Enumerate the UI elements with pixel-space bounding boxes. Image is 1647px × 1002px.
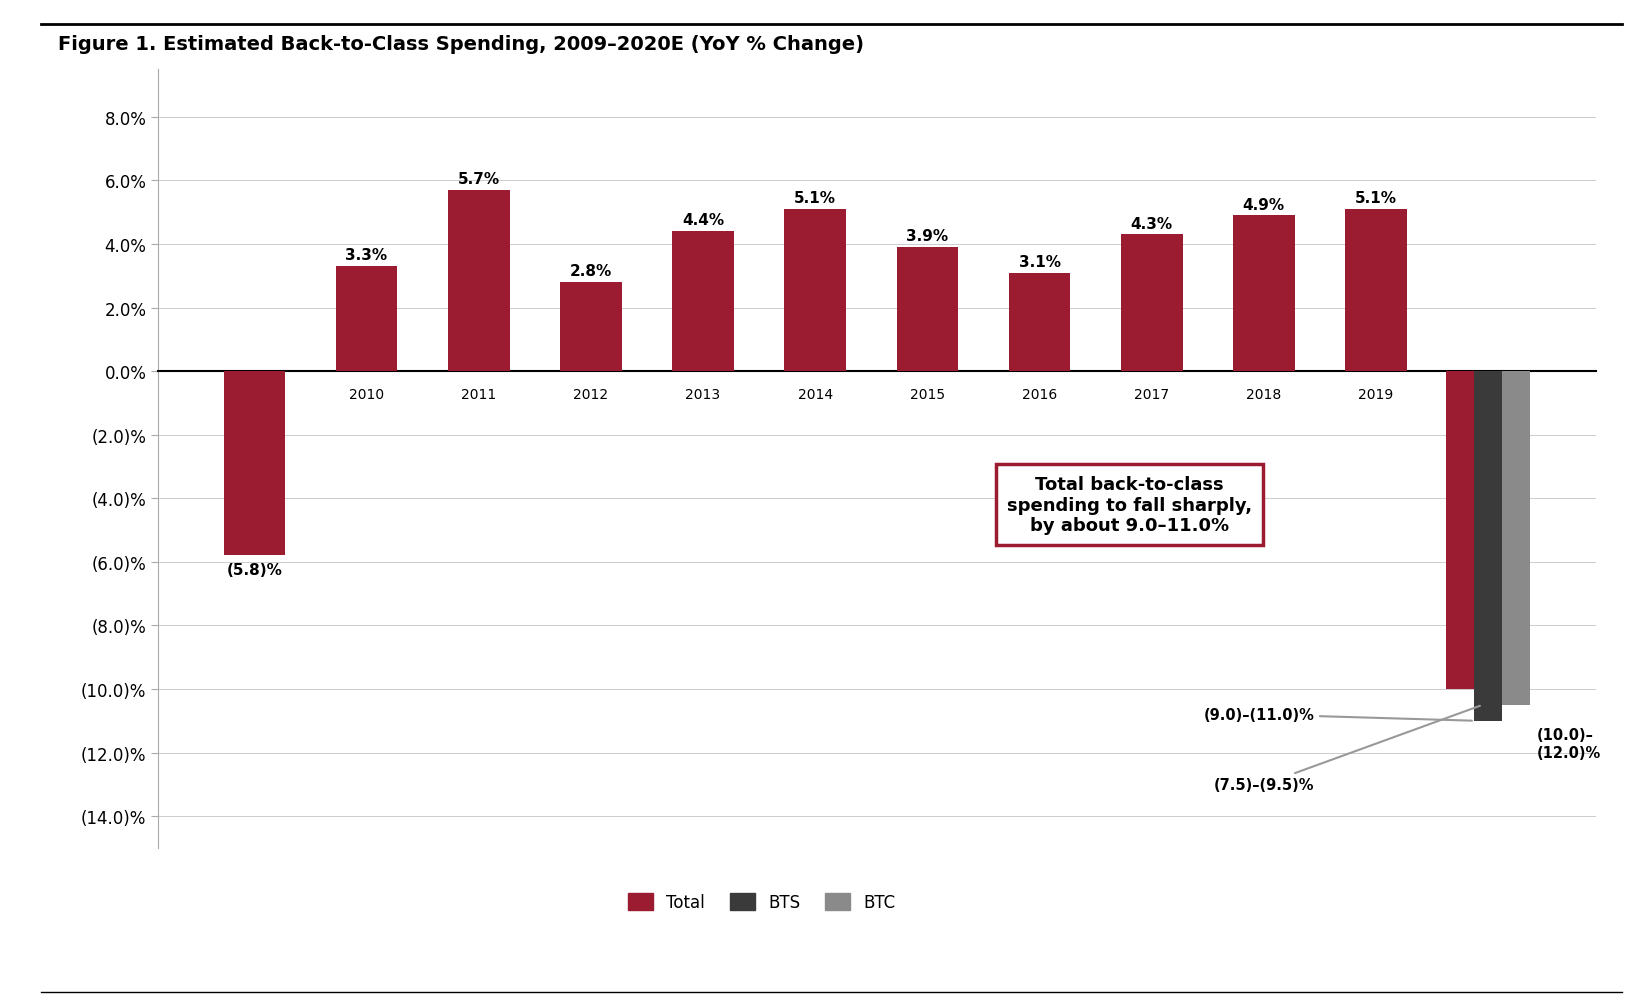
Text: 2.8%: 2.8% <box>570 265 613 279</box>
Text: 4.4%: 4.4% <box>682 213 725 228</box>
Text: (9.0)–(11.0)%: (9.0)–(11.0)% <box>1204 707 1472 722</box>
Bar <box>1008 274 1071 372</box>
Text: Figure 1. Estimated Back-to-Class Spending, 2009–2020E (YoY % Change): Figure 1. Estimated Back-to-Class Spendi… <box>58 35 863 54</box>
Text: 5.1%: 5.1% <box>1355 191 1397 206</box>
Text: 5.7%: 5.7% <box>458 172 499 187</box>
Bar <box>560 283 621 372</box>
Bar <box>1234 216 1295 372</box>
Bar <box>1474 372 1502 721</box>
Text: (10.0)–
(12.0)%: (10.0)– (12.0)% <box>1537 727 1601 760</box>
Bar <box>1346 209 1407 372</box>
Bar <box>896 247 959 372</box>
Text: 3.3%: 3.3% <box>346 248 387 264</box>
Text: 4.3%: 4.3% <box>1130 216 1173 231</box>
Text: (5.8)%: (5.8)% <box>226 562 282 577</box>
Bar <box>448 190 509 372</box>
Bar <box>224 372 285 556</box>
Bar <box>1446 372 1474 689</box>
Bar <box>1122 235 1183 372</box>
Text: 5.1%: 5.1% <box>794 191 837 206</box>
Text: 3.1%: 3.1% <box>1018 255 1061 270</box>
Bar <box>784 209 847 372</box>
Text: (7.5)–(9.5)%: (7.5)–(9.5)% <box>1214 706 1481 792</box>
Text: 4.9%: 4.9% <box>1243 197 1285 212</box>
Text: 3.9%: 3.9% <box>906 229 949 244</box>
Bar <box>672 232 735 372</box>
Bar <box>1502 372 1530 705</box>
Text: Total back-to-class
spending to fall sharply,
by about 9.0–11.0%: Total back-to-class spending to fall sha… <box>1006 475 1252 535</box>
Bar <box>336 267 397 372</box>
Legend: Total, BTS, BTC: Total, BTS, BTC <box>621 886 903 918</box>
